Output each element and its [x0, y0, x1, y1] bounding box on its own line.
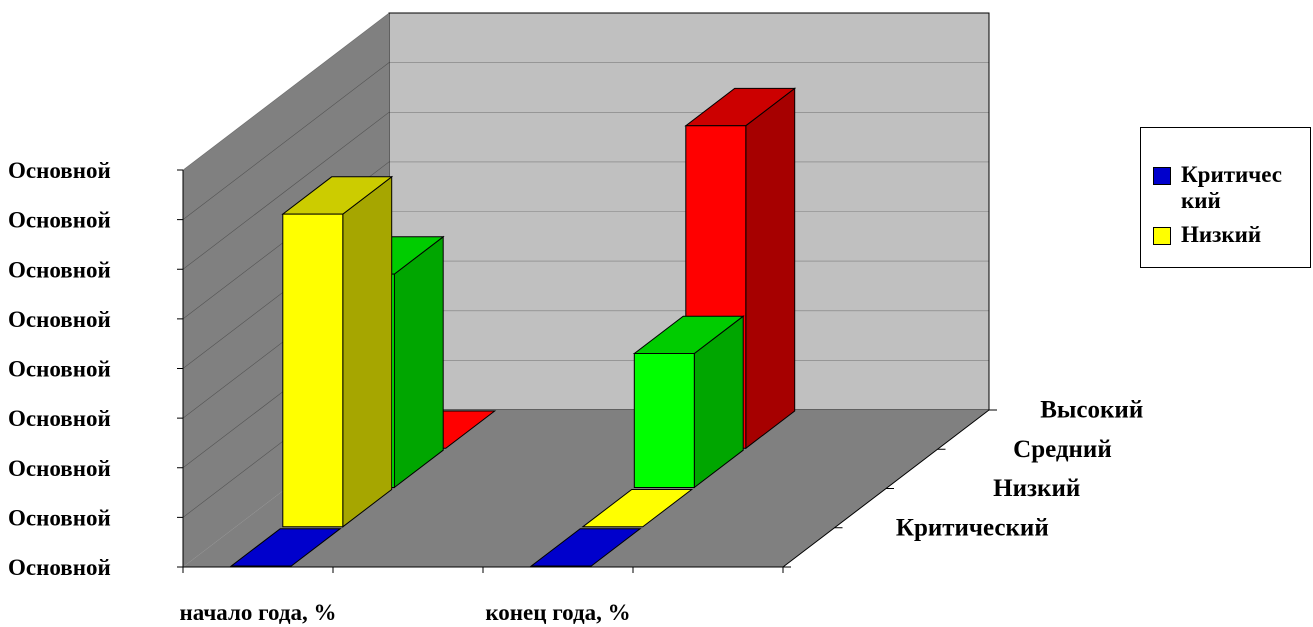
bar-low-2: [581, 489, 694, 528]
axes: [177, 169, 997, 573]
bar-low-1: [281, 175, 394, 528]
depth-tick-label: Низкий: [993, 475, 1080, 502]
bars: [229, 87, 797, 567]
gridline: [182, 12, 989, 171]
bar-side: [745, 87, 796, 450]
bar-top: [581, 489, 694, 528]
y-tick-label: Основной: [8, 505, 111, 530]
y-tick-label: Основной: [8, 307, 111, 332]
legend-item-low: Низкий: [1153, 222, 1291, 248]
x-tick-label: начало года, %: [179, 600, 336, 625]
gridline: [182, 62, 989, 220]
legend: Критический Низкий: [1140, 127, 1311, 268]
y-tick-label: Основной: [8, 456, 111, 481]
bar-top: [529, 528, 642, 567]
legend-item-critical: Критический: [1153, 162, 1291, 214]
bar-side: [393, 235, 444, 489]
depth-tick-label: Критический: [896, 514, 1049, 541]
y-tick-label: Основной: [8, 158, 111, 183]
y-tick-label: Основной: [8, 257, 111, 282]
x-tick-label: конец года, %: [485, 600, 630, 625]
bar-top: [229, 528, 342, 567]
x-axis-tick-labels: начало года, % конец года, %: [179, 600, 630, 625]
legend-swatch-low: [1153, 227, 1171, 245]
y-tick-label: Основной: [8, 208, 111, 233]
legend-label: Низкий: [1181, 222, 1262, 247]
bar-critical-1: [229, 528, 342, 567]
y-axis-tick-labels: Основной Основной Основной Основной Основной…: [8, 158, 111, 580]
depth-tick-label: Высокий: [1040, 397, 1143, 424]
bar-medium-2: [632, 315, 745, 489]
y-tick-label: Основной: [8, 357, 111, 382]
bar-front: [633, 353, 695, 488]
bar-front: [282, 213, 344, 528]
depth-axis-tick-labels: Критический Низкий Средний Высокий: [896, 397, 1143, 542]
bar-critical-2: [529, 528, 642, 567]
legend-swatch-critical: [1153, 167, 1171, 185]
bar-side: [342, 175, 393, 528]
y-tick-label: Основной: [8, 406, 111, 431]
legend-label: Критический: [1181, 162, 1282, 213]
depth-tick-label: Средний: [1013, 436, 1112, 463]
y-tick-label: Основной: [8, 555, 111, 580]
